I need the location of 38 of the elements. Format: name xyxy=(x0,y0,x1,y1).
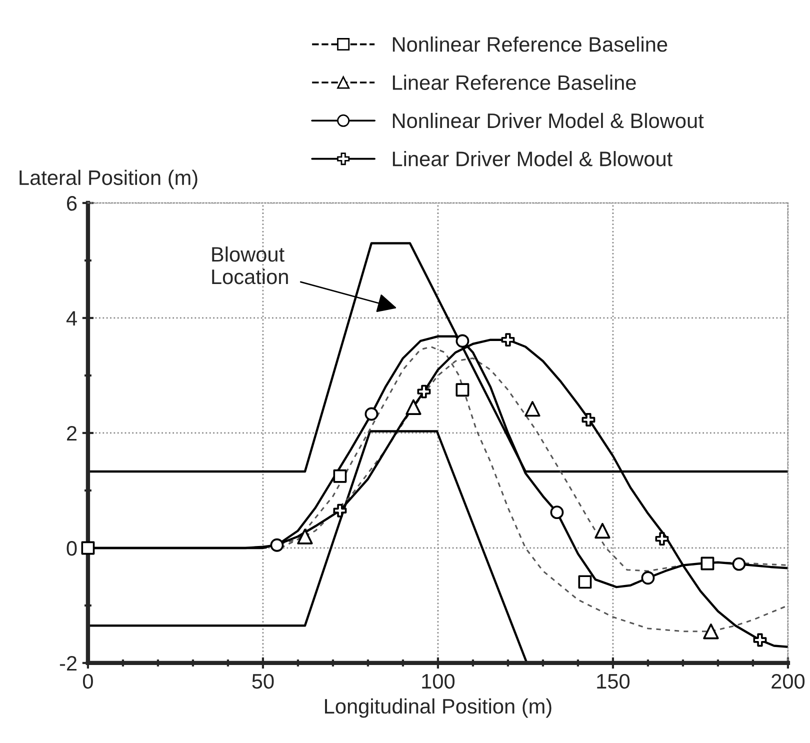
point xyxy=(578,575,592,589)
point xyxy=(732,557,746,571)
point xyxy=(364,407,378,421)
y-tick-label: 0 xyxy=(66,540,77,556)
point xyxy=(524,400,540,417)
y-axis-title: Lateral Position (m) xyxy=(20,170,198,190)
x-tick-label: 100 xyxy=(422,674,455,689)
point xyxy=(81,541,95,555)
annotation: Blowout Location xyxy=(212,246,288,284)
legend-label: Nonlinear Driver Model & Blowout xyxy=(392,112,704,128)
point xyxy=(406,399,422,415)
x-axis-title: Longitudinal Position (m) xyxy=(325,698,552,718)
y-tick-label: 6 xyxy=(67,196,77,211)
y-tick-label: 4 xyxy=(66,311,77,326)
point xyxy=(594,522,610,539)
point xyxy=(582,413,596,426)
legend-label: Nonlinear Reference Baseline xyxy=(392,36,668,52)
point xyxy=(333,469,347,483)
point xyxy=(456,334,470,348)
legend-label: Linear Reference Baseline xyxy=(392,74,636,90)
point xyxy=(641,571,655,585)
point xyxy=(501,333,515,347)
x-tick-label: 200 xyxy=(772,674,805,689)
point xyxy=(417,384,431,398)
point xyxy=(700,556,714,570)
legend-label: Linear Driver Model & Blowout xyxy=(392,151,672,166)
y-tick-label: -2 xyxy=(60,656,77,671)
point xyxy=(753,633,767,647)
point xyxy=(703,624,719,640)
x-tick-label: 150 xyxy=(597,674,630,689)
point xyxy=(333,504,347,518)
point xyxy=(270,538,284,552)
point xyxy=(297,528,313,544)
x-tick-label: 0 xyxy=(82,674,93,689)
x-tick-label: 50 xyxy=(252,674,274,689)
y-tick-label: 2 xyxy=(67,426,77,441)
point xyxy=(456,383,470,397)
point xyxy=(550,506,564,520)
